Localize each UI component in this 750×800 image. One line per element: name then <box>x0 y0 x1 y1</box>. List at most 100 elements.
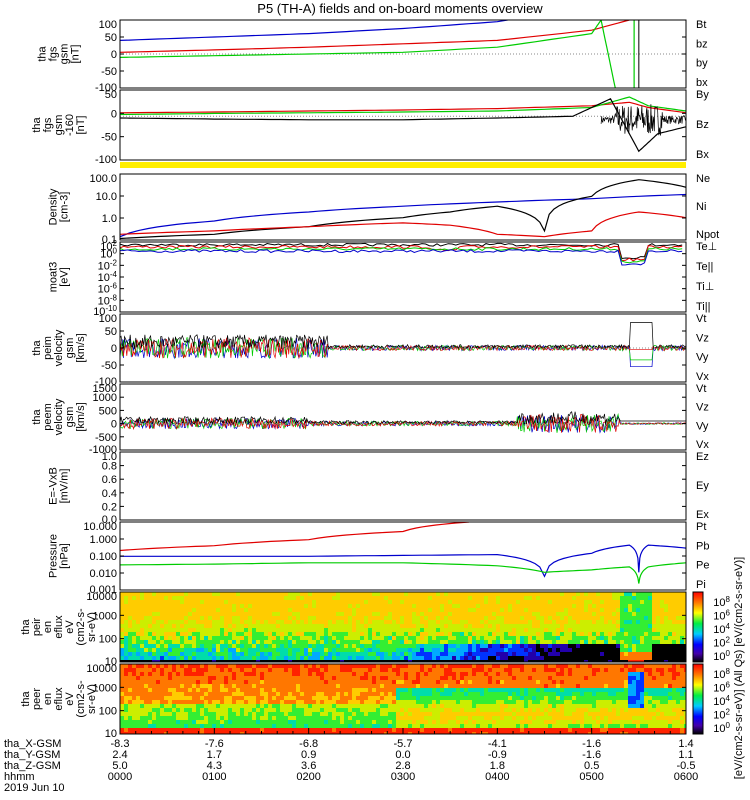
heatmap-cell <box>476 676 480 680</box>
heatmap-cell <box>432 668 436 672</box>
heatmap-cell <box>128 604 132 608</box>
heatmap-cell <box>240 656 244 660</box>
ylabel-line: sr-eV) <box>86 612 98 642</box>
heatmap-cell <box>248 688 252 692</box>
heatmap-cell <box>524 696 528 700</box>
heatmap-cell <box>528 692 532 696</box>
heatmap-cell <box>364 672 368 676</box>
heatmap-cell <box>528 596 532 600</box>
heatmap-cell <box>232 716 236 720</box>
heatmap-cell <box>436 692 440 696</box>
heatmap-cell <box>292 652 296 656</box>
series-Pe <box>120 562 686 584</box>
heatmap-cell <box>428 608 432 612</box>
heatmap-cell <box>292 648 296 652</box>
heatmap-cell <box>420 728 424 732</box>
heatmap-cell <box>472 712 476 716</box>
heatmap-cell <box>508 612 512 616</box>
heatmap-cell <box>468 608 472 612</box>
heatmap-cell <box>404 716 408 720</box>
heatmap-cell <box>324 652 328 656</box>
heatmap-cell <box>384 724 388 728</box>
heatmap-cell <box>388 692 392 696</box>
heatmap-cell <box>244 724 248 728</box>
heatmap-cell <box>312 600 316 604</box>
heatmap-cell <box>520 632 524 636</box>
heatmap-cell <box>500 612 504 616</box>
heatmap-cell <box>412 664 416 668</box>
heatmap-cell <box>480 620 484 624</box>
heatmap-cell <box>492 716 496 720</box>
heatmap-cell <box>552 728 556 732</box>
heatmap-cell <box>496 672 500 676</box>
heatmap-cell <box>276 652 280 656</box>
heatmap-cell <box>556 700 560 704</box>
heatmap-cell <box>284 636 288 640</box>
heatmap-cell <box>620 620 624 624</box>
heatmap-cell <box>324 688 328 692</box>
heatmap-cell <box>404 724 408 728</box>
heatmap-cell <box>332 656 336 660</box>
heatmap-cell <box>260 708 264 712</box>
heatmap-cell <box>516 680 520 684</box>
heatmap-cell <box>544 640 548 644</box>
heatmap-cell <box>620 660 624 662</box>
heatmap-cell <box>588 608 592 612</box>
heatmap-cell <box>388 700 392 704</box>
heatmap-cell <box>260 648 264 652</box>
heatmap-cell <box>504 684 508 688</box>
heatmap-cell <box>616 648 620 652</box>
heatmap-cell <box>556 608 560 612</box>
heatmap-cell <box>472 728 476 732</box>
heatmap-cell <box>364 608 368 612</box>
heatmap-cell <box>144 712 148 716</box>
heatmap-cell <box>576 684 580 688</box>
heatmap-cell <box>564 672 568 676</box>
heatmap-cell <box>360 608 364 612</box>
heatmap-cell <box>312 684 316 688</box>
heatmap-cell <box>552 596 556 600</box>
heatmap-cell <box>384 636 388 640</box>
heatmap-cell <box>240 676 244 680</box>
heatmap-cell <box>276 688 280 692</box>
heatmap-cell <box>656 632 660 636</box>
heatmap-cell <box>292 596 296 600</box>
heatmap-cell <box>476 596 480 600</box>
heatmap-cell <box>560 708 564 712</box>
heatmap-cell <box>552 668 556 672</box>
heatmap-cell <box>188 660 192 662</box>
heatmap-cell <box>624 604 628 608</box>
heatmap-cell <box>272 664 276 668</box>
heatmap-cell <box>540 672 544 676</box>
heatmap-cell <box>556 648 560 652</box>
heatmap-cell <box>392 596 396 600</box>
heatmap-cell <box>188 608 192 612</box>
heatmap-cell <box>556 652 560 656</box>
heatmap-cell <box>444 680 448 684</box>
heatmap-cell <box>456 644 460 648</box>
heatmap-cell <box>272 668 276 672</box>
heatmap-cell <box>156 720 160 724</box>
heatmap-cell <box>200 596 204 600</box>
heatmap-cell <box>556 728 560 732</box>
heatmap-cell <box>212 612 216 616</box>
heatmap-cell <box>152 656 156 660</box>
heatmap-cell <box>332 720 336 724</box>
heatmap-cell <box>332 676 336 680</box>
heatmap-cell <box>428 680 432 684</box>
heatmap-cell <box>188 624 192 628</box>
heatmap-cell <box>564 592 568 596</box>
heatmap-cell <box>360 732 364 734</box>
heatmap-cell <box>172 692 176 696</box>
heatmap-cell <box>228 624 232 628</box>
heatmap-cell <box>560 680 564 684</box>
heatmap-cell <box>240 648 244 652</box>
heatmap-cell <box>364 628 368 632</box>
heatmap-cell <box>384 720 388 724</box>
heatmap-cell <box>444 632 448 636</box>
heatmap-cell <box>408 676 412 680</box>
heatmap-cell <box>592 596 596 600</box>
ytick-label: 0 <box>111 343 117 355</box>
heatmap-cell <box>392 668 396 672</box>
legend-vz: Vz <box>696 332 709 344</box>
